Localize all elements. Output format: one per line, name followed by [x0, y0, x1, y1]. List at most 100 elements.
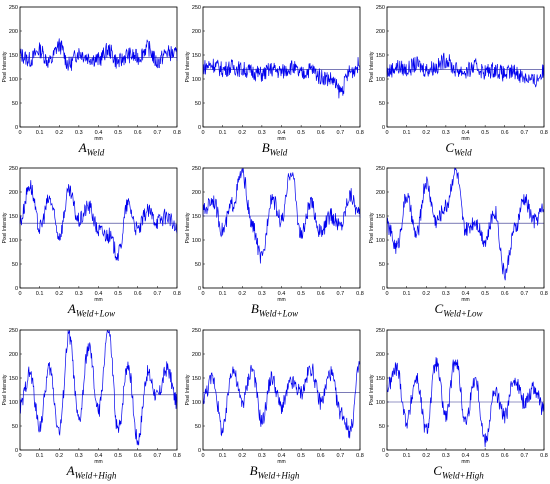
x-tick-label: 0.2 [238, 130, 246, 136]
x-axis-label: mm [94, 297, 102, 301]
x-tick-label: 0.6 [501, 453, 509, 459]
series-line [202, 168, 361, 264]
x-tick-label: 0.6 [317, 130, 325, 136]
y-tick-label: 100 [192, 238, 201, 244]
caption-letter: B [250, 301, 259, 316]
x-tick-label: 0.5 [114, 130, 122, 136]
panel-caption: CWeld [367, 140, 550, 158]
y-tick-label: 100 [376, 238, 385, 244]
x-axis-label: mm [277, 459, 285, 463]
y-tick-label: 150 [192, 214, 201, 220]
y-tick-label: 100 [192, 77, 201, 83]
caption-letter: C [445, 140, 454, 155]
axes-frame [19, 329, 178, 451]
series-line [19, 180, 178, 261]
y-tick-label: 250 [376, 166, 385, 172]
series-line [19, 38, 178, 71]
x-tick-label: 0.7 [154, 130, 162, 136]
x-tick-label: 0.3 [258, 453, 266, 459]
y-tick-label: 200 [192, 190, 201, 196]
panel-caption: BWeld+High [183, 463, 366, 481]
x-tick-label: 0.8 [540, 130, 548, 136]
y-tick-label: 50 [195, 101, 201, 107]
x-tick-label: 0.1 [219, 291, 227, 297]
y-tick-label: 50 [379, 262, 385, 268]
panel-caption: AWeld [0, 140, 183, 158]
intensity-profile-chart: 0 50 100 150 200 250 0 0.1 0.2 0.3 0.4 0.5 0.6 0.7 0.8… [185, 5, 364, 140]
x-tick-label: 0 [201, 453, 204, 459]
x-tick-label: 0.7 [154, 291, 162, 297]
x-tick-label: 0.3 [258, 130, 266, 136]
y-tick-label: 100 [9, 400, 18, 406]
x-tick-label: 0.6 [134, 291, 142, 297]
caption-letter: A [78, 140, 87, 155]
x-tick-label: 0.2 [55, 130, 63, 136]
axes-frame-top [202, 167, 361, 289]
panel-caption: BWeld [183, 140, 366, 158]
x-tick-label: 0.2 [55, 291, 63, 297]
axes-frame-top [19, 167, 178, 289]
x-tick-label: 0.5 [481, 453, 489, 459]
intensity-profile-chart: 0 50 100 150 200 250 0 0.1 0.2 0.3 0.4 0.5 0.6 0.7 0.8… [2, 166, 181, 301]
y-tick-label: 200 [376, 29, 385, 35]
y-tick-label: 50 [12, 101, 18, 107]
y-tick-label: 50 [195, 424, 201, 430]
plot-panel: 0 50 100 150 200 250 0 0.1 0.2 0.3 0.4 0.5 0.6 0.7 0.8… [0, 0, 183, 161]
caption-subscript: Weld [86, 147, 105, 158]
y-axis-label: Pixel Intensity [2, 374, 8, 405]
x-tick-label: 0.8 [173, 453, 181, 459]
y-tick-label: 150 [376, 376, 385, 382]
y-tick-label: 200 [376, 190, 385, 196]
panel-caption: CWeld+High [367, 463, 550, 481]
y-tick-label: 0 [15, 125, 18, 131]
y-tick-label: 0 [15, 448, 18, 454]
caption-letter: A [66, 463, 75, 478]
y-tick-label: 200 [192, 352, 201, 358]
y-tick-label: 150 [192, 376, 201, 382]
axes-frame [19, 6, 178, 128]
y-tick-label: 100 [9, 77, 18, 83]
x-tick-label: 0.7 [337, 291, 345, 297]
y-tick-label: 250 [376, 5, 385, 11]
x-tick-label: 0.4 [95, 130, 103, 136]
y-tick-label: 100 [376, 400, 385, 406]
y-tick-label: 150 [192, 53, 201, 59]
y-tick-label: 100 [376, 77, 385, 83]
x-tick-label: 0.2 [238, 453, 246, 459]
caption-subscript: Weld+Low [258, 308, 299, 319]
x-tick-label: 0.2 [238, 291, 246, 297]
plot-panel: 0 50 100 150 200 250 0 0.1 0.2 0.3 0.4 0.5 0.6 0.7 0.8… [367, 323, 550, 484]
x-tick-label: 0.1 [36, 291, 44, 297]
x-tick-label: 0.8 [173, 291, 181, 297]
y-axis-label: Pixel Intensity [2, 51, 8, 82]
x-tick-label: 0.7 [521, 291, 529, 297]
panel-caption: BWeld+Low [183, 301, 366, 319]
panel-caption: CWeld+Low [367, 301, 550, 319]
intensity-profile-chart: 0 50 100 150 200 250 0 0.1 0.2 0.3 0.4 0.5 0.6 0.7 0.8… [369, 328, 548, 463]
axes-frame-top [202, 329, 361, 451]
axes-frame-top [386, 167, 545, 289]
x-axis-label: mm [461, 297, 469, 301]
x-tick-label: 0 [201, 291, 204, 297]
x-tick-label: 0 [18, 291, 21, 297]
y-tick-label: 250 [376, 328, 385, 334]
y-axis-label: Pixel Intensity [185, 212, 191, 243]
y-tick-label: 200 [9, 352, 18, 358]
y-axis-label: Pixel Intensity [369, 212, 375, 243]
x-tick-label: 0.4 [278, 130, 286, 136]
y-tick-label: 0 [15, 286, 18, 292]
x-tick-label: 0.4 [462, 453, 470, 459]
axes-frame [19, 167, 178, 289]
y-tick-label: 150 [9, 214, 18, 220]
x-tick-label: 0.8 [356, 291, 364, 297]
y-tick-label: 150 [9, 53, 18, 59]
axes-frame-top [386, 329, 545, 451]
x-tick-label: 0.5 [114, 291, 122, 297]
x-tick-label: 0.7 [521, 130, 529, 136]
x-tick-label: 0 [385, 291, 388, 297]
plot-panel: 0 50 100 150 200 250 0 0.1 0.2 0.3 0.4 0.5 0.6 0.7 0.8… [183, 323, 366, 484]
y-tick-label: 50 [12, 262, 18, 268]
x-tick-label: 0.1 [219, 453, 227, 459]
y-tick-label: 0 [382, 286, 385, 292]
plot-panel: 0 50 100 150 200 250 0 0.1 0.2 0.3 0.4 0.5 0.6 0.7 0.8… [0, 323, 183, 484]
